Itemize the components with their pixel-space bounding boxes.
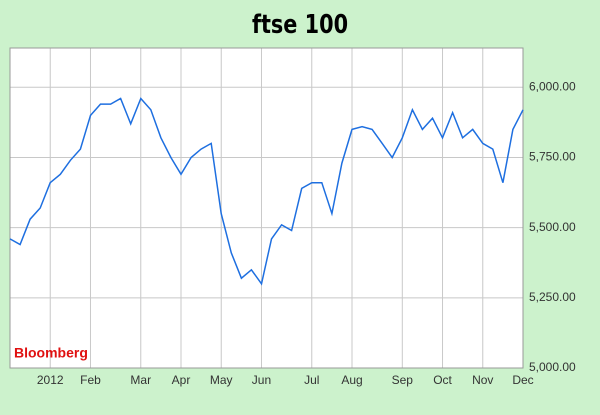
- plot-border: [9, 47, 524, 369]
- y-tick-label: 5,500.00: [529, 220, 576, 234]
- x-tick-label: Dec: [512, 373, 533, 387]
- source-label: Bloomberg: [14, 345, 88, 361]
- y-tick-label: 6,000.00: [529, 79, 576, 93]
- x-tick-label: Sep: [392, 373, 414, 387]
- x-tick-label: Aug: [341, 373, 362, 387]
- y-tick-label: 5,250.00: [529, 290, 576, 304]
- plot-area: [10, 48, 523, 368]
- x-tick-label: 2012: [37, 373, 64, 387]
- line-series: [9, 97, 524, 286]
- x-tick-label: Jun: [252, 373, 271, 387]
- x-tick-label: Mar: [130, 373, 151, 387]
- y-tick-label: 5,000.00: [529, 360, 576, 374]
- x-tick-label: May: [210, 373, 233, 387]
- chart-title: ftse 100: [252, 9, 348, 40]
- x-tick-label: Feb: [80, 373, 101, 387]
- x-tick-label: Nov: [472, 373, 493, 387]
- y-tick-label: 5,750.00: [529, 150, 576, 164]
- x-tick-label: Jul: [304, 373, 319, 387]
- x-tick-label: Oct: [433, 373, 452, 387]
- x-tick-label: Apr: [172, 373, 191, 387]
